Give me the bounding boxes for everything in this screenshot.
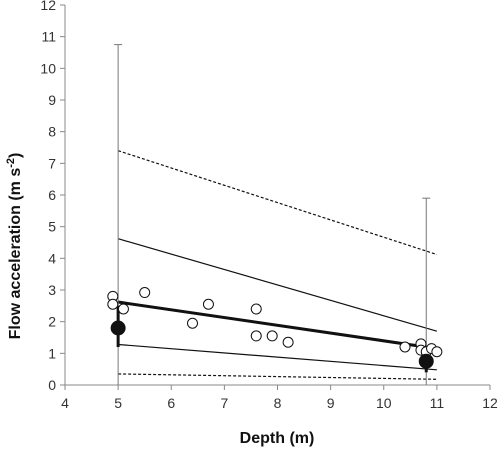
y-tick-label: 2 (48, 314, 56, 330)
data-point-open (250, 303, 262, 315)
fit-lines (117, 150, 438, 380)
y-tick-label: 0 (48, 377, 56, 393)
y-tick-label: 7 (48, 155, 56, 171)
data-points (107, 287, 443, 369)
data-point-mean (418, 353, 434, 369)
y-tick-label: 10 (40, 60, 56, 76)
data-point-open (117, 303, 129, 315)
y-axis-title-text: Flow acceleration (m s (7, 168, 24, 340)
y-tick-label: 4 (48, 250, 56, 266)
data-point-mean (110, 320, 126, 336)
fit-line-solid-thin (118, 343, 437, 371)
x-tick-label: 9 (327, 395, 335, 411)
fit-line-dotted (117, 150, 438, 256)
y-tick-label: 6 (48, 187, 56, 203)
data-point-open (282, 336, 294, 348)
fit-line-dotted (118, 373, 437, 380)
x-tick-label: 10 (376, 395, 392, 411)
fit-line-solid-thick (117, 300, 438, 351)
data-point-open (431, 346, 443, 358)
y-tick-label: 8 (48, 124, 56, 140)
data-point-open (202, 298, 214, 310)
x-tick-label: 5 (114, 395, 122, 411)
data-point-open (107, 298, 119, 310)
data-point-open (266, 330, 278, 342)
data-point-open (250, 330, 262, 342)
y-tick-label: 3 (48, 282, 56, 298)
fit-line-solid-thin (117, 238, 438, 332)
y-tick-label: 12 (40, 0, 56, 13)
y-tick-label: 1 (48, 345, 56, 361)
y-axis-title: Flow acceleration (m s-2) (5, 153, 24, 340)
x-axis-title: Depth (m) (240, 430, 315, 447)
x-tick-label: 6 (167, 395, 175, 411)
x-tick-label: 11 (430, 395, 445, 411)
y-axis-title-superscript: -2 (5, 158, 17, 168)
y-tick-label: 9 (48, 92, 56, 108)
y-tick-label: 5 (48, 219, 56, 235)
data-point-open (139, 287, 151, 299)
y-tick-label: 11 (41, 29, 56, 45)
data-point-open (399, 341, 411, 353)
x-tick-label: 12 (482, 395, 498, 411)
data-point-open (187, 317, 198, 329)
x-tick-label: 8 (274, 395, 282, 411)
x-tick-label: 4 (61, 395, 69, 411)
x-tick-label: 7 (220, 395, 228, 411)
y-axis-title-suffix: ) (7, 153, 24, 158)
